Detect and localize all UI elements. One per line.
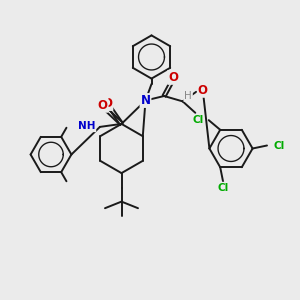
Text: N: N — [140, 94, 151, 107]
Text: Cl: Cl — [218, 183, 229, 193]
Text: H: H — [184, 91, 192, 101]
Text: NH: NH — [78, 121, 95, 131]
Text: Cl: Cl — [192, 115, 203, 125]
Text: O: O — [98, 99, 108, 112]
Text: O: O — [168, 71, 178, 84]
Text: Cl: Cl — [273, 140, 284, 151]
Text: O: O — [102, 97, 112, 110]
Text: O: O — [198, 84, 208, 97]
